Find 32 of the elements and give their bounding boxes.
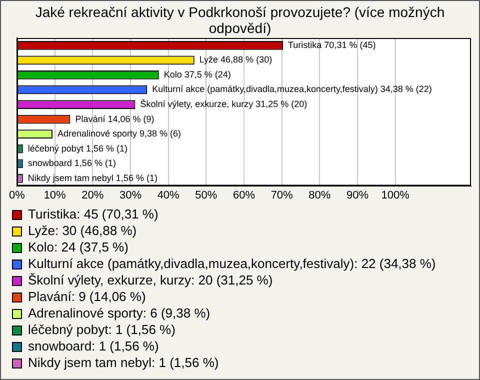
data-label: Kolo 37,5 % (24) (164, 69, 231, 80)
legend-label: Plavání: 9 (14,06 %) (28, 289, 146, 304)
legend-label: léčebný pobyt: 1 (1,56 %) (28, 322, 176, 338)
legend-label: Adrenalinové sporty: 6 (9,38 %) (28, 306, 210, 321)
x-tick-label: 70% (270, 189, 294, 202)
data-label: Lyže 46,88 % (30) (199, 54, 272, 65)
x-tick-label: 60% (232, 189, 256, 202)
x-tick-label: 80% (308, 189, 331, 202)
data-label: Školní výlety, exkurze, kurzy 31,25 % (20) (140, 98, 308, 109)
data-label: Nikdy jsem tam nebyl 1,56 % (1) (28, 172, 158, 183)
x-tick-label: 40% (157, 189, 180, 202)
data-label: Adrenalinové sporty 9,38 % (6) (57, 128, 182, 139)
data-label: snowboard 1,56 % (1) (28, 158, 116, 168)
x-tick-label: 20% (82, 189, 104, 202)
legend-label: Turistika: 45 (70,31 %) (28, 206, 158, 222)
legend-label: Lyže: 30 (46,88 %) (28, 223, 137, 238)
legend-label: Kulturní akce (památky,divadla,muzea,koncerty,festivaly): 22 (34,38 %) (28, 256, 436, 272)
data-label: Plavání 14,06 % (9) (75, 114, 154, 124)
chart-title: Jaké rekreační aktivity v Podkrkonoší provozujete? (více možných odpovědí) (34, 3, 446, 36)
data-label: Kulturní akce (památky,divadla,muzea,koncerty,festivaly) 34,38 % (22) (152, 84, 432, 94)
x-tick-label: 30% (119, 189, 142, 202)
data-label: Turistika 70,31 % (45) (288, 40, 376, 50)
legend-label: Školní výlety, exkurze, kurzy: 20 (31,25 %) (28, 272, 273, 288)
x-tick-label: 10% (44, 189, 66, 202)
legend-label: Kolo: 24 (37,5 %) (28, 240, 128, 255)
data-label: léčebný pobyt 1,56 % (1) (28, 143, 128, 154)
legend-label: Nikdy jsem tam nebyl: 1 (1,56 %) (28, 355, 219, 370)
x-tick-label: 50% (195, 189, 218, 202)
x-tick-label: 0% (9, 189, 26, 202)
x-tick-label: 90% (346, 189, 369, 202)
x-tick-label: 100% (381, 189, 410, 202)
legend-label: snowboard: 1 (1,56 %) (28, 338, 159, 354)
